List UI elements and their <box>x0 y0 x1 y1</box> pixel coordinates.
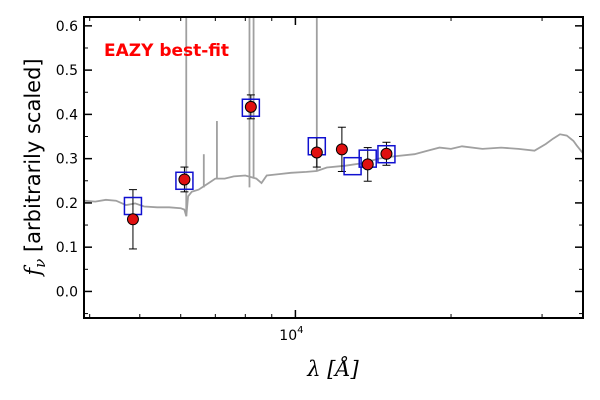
plot-frame <box>83 16 584 319</box>
y-tick-label: 0.2 <box>56 196 78 212</box>
model-photometry-box <box>175 171 194 191</box>
annotation-label: EAZY best-fit <box>104 41 229 61</box>
model-photometry-box <box>241 98 261 117</box>
y-tick-label: 0.3 <box>56 152 78 168</box>
observed-point <box>178 173 191 186</box>
y-tick-label: 0.6 <box>56 19 78 35</box>
y-tick-label: 0.1 <box>56 240 78 256</box>
model-spectrum-line <box>84 133 583 217</box>
observed-photometry-points <box>126 100 393 226</box>
axis-ticks <box>84 17 583 318</box>
y-axis-label: fν [arbitrarily scaled] <box>21 58 49 277</box>
model-photometry-box <box>343 156 362 176</box>
y-tick-label: 0.0 <box>56 284 78 300</box>
observed-point <box>335 143 348 156</box>
x-tick-labels: 104 <box>279 325 303 344</box>
y-axis-label-symbol: f <box>21 265 45 278</box>
y-tick-label: 0.5 <box>56 63 78 79</box>
observed-point <box>126 213 139 226</box>
x-axis-label: λ [Å] <box>306 356 359 381</box>
y-tick-labels: 0.0 0.1 0.2 0.3 0.4 0.5 0.6 <box>56 19 78 301</box>
x-tick-label: 104 <box>279 325 303 344</box>
observed-point <box>244 100 257 113</box>
model-photometry-box <box>377 144 396 164</box>
y-axis-label-text: [arbitrarily scaled] <box>21 58 45 258</box>
y-tick-label: 0.4 <box>56 107 78 123</box>
observed-point <box>380 147 393 160</box>
observed-point <box>310 146 323 159</box>
y-axis-label-subscript: ν <box>31 259 49 268</box>
observed-point <box>361 158 374 171</box>
